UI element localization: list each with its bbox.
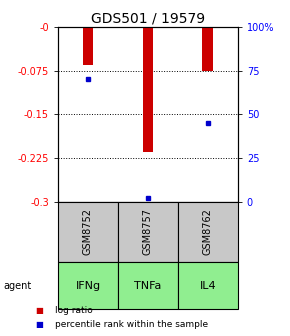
Bar bbox=[202, 27, 213, 71]
Text: GSM8762: GSM8762 bbox=[203, 208, 213, 255]
Text: TNFa: TNFa bbox=[134, 281, 162, 291]
Bar bbox=[142, 27, 153, 152]
Text: IL4: IL4 bbox=[200, 281, 216, 291]
Bar bbox=[178, 262, 238, 309]
Text: log ratio: log ratio bbox=[55, 306, 93, 315]
Text: GSM8757: GSM8757 bbox=[143, 208, 153, 255]
Bar bbox=[83, 27, 93, 65]
Text: IFNg: IFNg bbox=[75, 281, 101, 291]
Bar bbox=[58, 262, 118, 309]
Text: agent: agent bbox=[3, 281, 31, 291]
Bar bbox=[118, 202, 178, 262]
Text: ■: ■ bbox=[35, 320, 43, 329]
Bar bbox=[178, 202, 238, 262]
Bar bbox=[58, 202, 118, 262]
Bar bbox=[118, 262, 178, 309]
Title: GDS501 / 19579: GDS501 / 19579 bbox=[91, 12, 205, 26]
Text: percentile rank within the sample: percentile rank within the sample bbox=[55, 320, 208, 329]
Text: GSM8752: GSM8752 bbox=[83, 208, 93, 255]
Text: ■: ■ bbox=[35, 306, 43, 315]
